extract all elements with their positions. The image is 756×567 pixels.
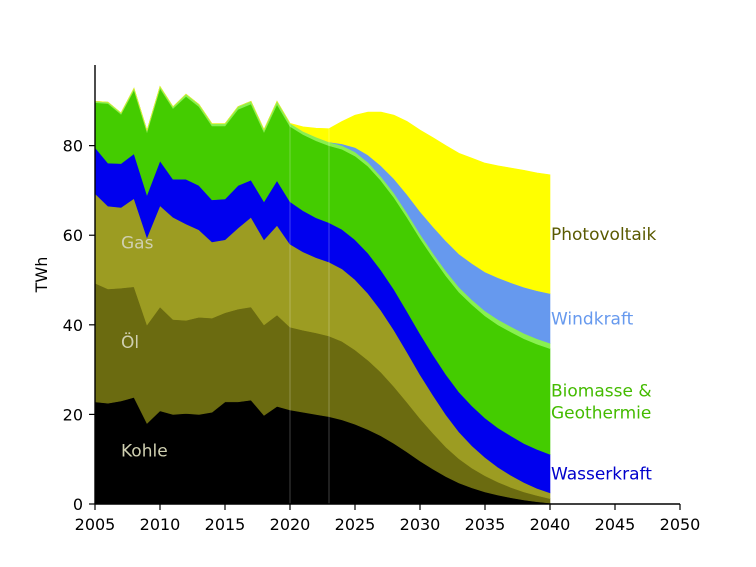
y-tick-label-40: 40 — [63, 316, 83, 335]
area-photovoltaik-projection — [328, 111, 551, 294]
label-kohle: Kohle — [121, 442, 168, 462]
label-oel: Öl — [121, 331, 139, 353]
y-tick-label-20: 20 — [63, 405, 83, 424]
stacked-areas — [94, 85, 551, 505]
x-tick-label-2050: 2050 — [660, 515, 701, 534]
axes: 2005 2010 2015 2020 2025 2030 2035 2040 2045 2050… — [32, 65, 700, 534]
label-photovoltaik: Photovoltaik — [551, 225, 656, 245]
label-wasserkraft: Wasserkraft — [551, 465, 652, 485]
label-gas: Gas — [121, 234, 154, 254]
x-tick-label-2010: 2010 — [140, 515, 181, 534]
x-tick-label-2045: 2045 — [595, 515, 636, 534]
x-tick-label-2035: 2035 — [465, 515, 506, 534]
y-tick-label-80: 80 — [63, 137, 83, 156]
x-tick-label-2025: 2025 — [335, 515, 376, 534]
label-biomasse-and-geothermie: Biomasse & Geothermie — [551, 381, 652, 423]
x-tick-label-2005: 2005 — [75, 515, 116, 534]
label-windkraft: Windkraft — [551, 309, 634, 329]
y-axis-label: TWh — [32, 257, 51, 294]
y-tick-label-0: 0 — [73, 495, 83, 514]
series-labels: Kohle Öl Gas Wasserkraft Biomasse & Geothermi… — [121, 225, 656, 484]
x-tick-label-2020: 2020 — [270, 515, 311, 534]
x-tick-label-2015: 2015 — [205, 515, 246, 534]
year-dividers — [289, 118, 330, 504]
x-tick-label-2040: 2040 — [530, 515, 571, 534]
x-tick-label-2030: 2030 — [400, 515, 441, 534]
y-tick-label-60: 60 — [63, 226, 83, 245]
